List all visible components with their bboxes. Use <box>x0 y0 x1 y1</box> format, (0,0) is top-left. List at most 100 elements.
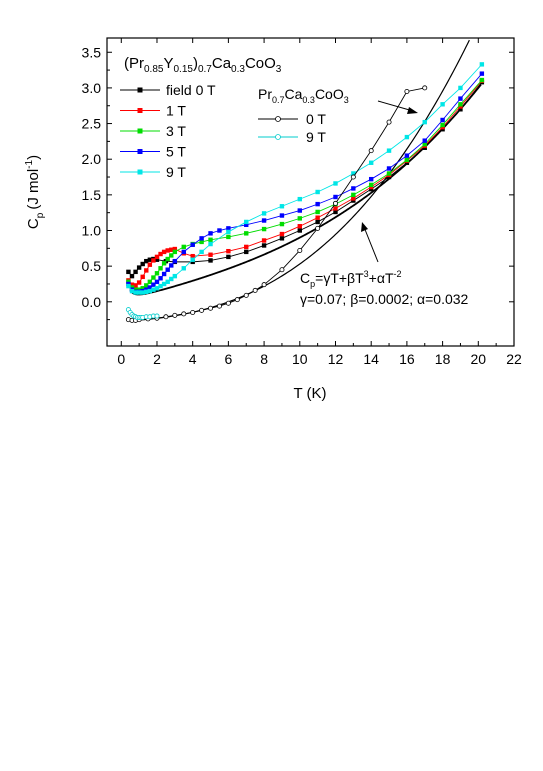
data-point <box>440 122 445 128</box>
data-point <box>181 266 186 271</box>
data-point <box>261 218 267 223</box>
data-point <box>458 96 463 101</box>
data-point <box>234 297 240 303</box>
legend2-label: 9 T <box>306 129 326 145</box>
data-point <box>315 225 321 231</box>
data-point <box>136 280 142 285</box>
legend1-t6: Ca <box>212 55 232 72</box>
data-point <box>144 258 149 264</box>
data-point <box>315 209 320 215</box>
data-point <box>158 266 163 271</box>
data-point <box>151 275 156 280</box>
legend1-marker <box>137 87 143 93</box>
y-tick-label: 2.5 <box>82 116 102 132</box>
data-point <box>208 252 213 257</box>
legend1-t0: (Pr <box>124 55 144 72</box>
data-point <box>165 248 170 253</box>
data-point <box>458 102 463 107</box>
data-point <box>261 282 267 288</box>
data-point <box>169 247 174 252</box>
data-point <box>144 283 149 288</box>
data-point <box>151 258 156 263</box>
data-point <box>440 102 445 107</box>
data-point <box>333 194 338 200</box>
x-axis-label: T (K) <box>293 385 326 402</box>
y-tick-label: 1.0 <box>82 223 102 239</box>
data-point <box>315 201 320 207</box>
legend2-label: 0 T <box>306 111 326 127</box>
data-point <box>199 236 204 241</box>
data-point <box>261 243 267 248</box>
y-tick-label: 0.0 <box>82 294 102 310</box>
arrow-to-pr-curve <box>377 100 414 112</box>
data-point <box>161 281 167 287</box>
data-point <box>226 254 231 260</box>
x-tick-label: 2 <box>153 351 161 367</box>
data-point <box>225 300 231 306</box>
data-point <box>458 107 463 112</box>
series-PrY-2 <box>126 77 485 292</box>
data-point <box>297 216 302 221</box>
y-label-units: (J mol <box>25 169 42 210</box>
data-point <box>333 209 338 215</box>
legend1-t5: 0.7 <box>198 64 212 75</box>
legend1-label: 1 T <box>166 103 186 119</box>
data-point <box>279 236 285 241</box>
legend2-t4: CoO <box>315 86 344 102</box>
y-label-sub: p <box>35 212 46 218</box>
data-point <box>129 273 135 279</box>
legend2-marker <box>275 116 281 122</box>
data-point <box>144 268 149 273</box>
data-point <box>279 204 285 209</box>
data-point <box>199 249 204 255</box>
data-point <box>199 239 204 245</box>
data-point <box>297 224 302 229</box>
data-point <box>172 312 178 318</box>
legend1-label: 3 T <box>166 123 186 139</box>
y-label-sup: -1 <box>24 159 35 168</box>
x-tick-label: 10 <box>292 351 308 367</box>
data-point <box>226 248 231 254</box>
data-point <box>151 287 156 292</box>
formula-p: p <box>310 279 315 289</box>
data-point <box>368 176 374 182</box>
data-point <box>368 182 374 188</box>
data-point <box>261 211 267 216</box>
data-point <box>147 257 153 262</box>
data-point <box>279 221 285 227</box>
x-tick-label: 12 <box>328 351 344 367</box>
data-point <box>351 192 356 198</box>
data-point <box>458 85 463 91</box>
data-point <box>315 219 320 225</box>
data-point <box>208 305 214 311</box>
legend1-t7: 0.3 <box>231 64 245 75</box>
data-point <box>165 267 170 272</box>
legend1-t4: ) <box>193 55 198 72</box>
data-point <box>279 267 285 273</box>
data-point <box>297 247 303 253</box>
legend2-t1: 0.7 <box>272 95 285 105</box>
data-point <box>169 253 174 258</box>
data-point <box>261 226 267 232</box>
data-point <box>181 311 187 317</box>
data-point <box>172 249 178 255</box>
data-point <box>422 119 427 125</box>
legend1-t1: 0.85 <box>144 64 164 75</box>
legend1-marker <box>137 108 143 113</box>
data-point <box>244 231 249 236</box>
data-point <box>169 276 174 282</box>
data-point <box>440 117 445 123</box>
data-point <box>190 242 195 247</box>
data-point <box>161 261 167 266</box>
data-point <box>386 171 392 176</box>
data-point <box>217 228 222 233</box>
data-point <box>133 269 138 275</box>
data-point <box>297 228 302 233</box>
data-point <box>333 181 338 186</box>
x-tick-label: 18 <box>435 351 451 367</box>
legend1-marker <box>137 149 143 154</box>
legend1-t8: CoO <box>245 55 276 72</box>
data-point <box>140 290 145 295</box>
data-point <box>129 282 135 287</box>
data-point <box>172 258 178 264</box>
